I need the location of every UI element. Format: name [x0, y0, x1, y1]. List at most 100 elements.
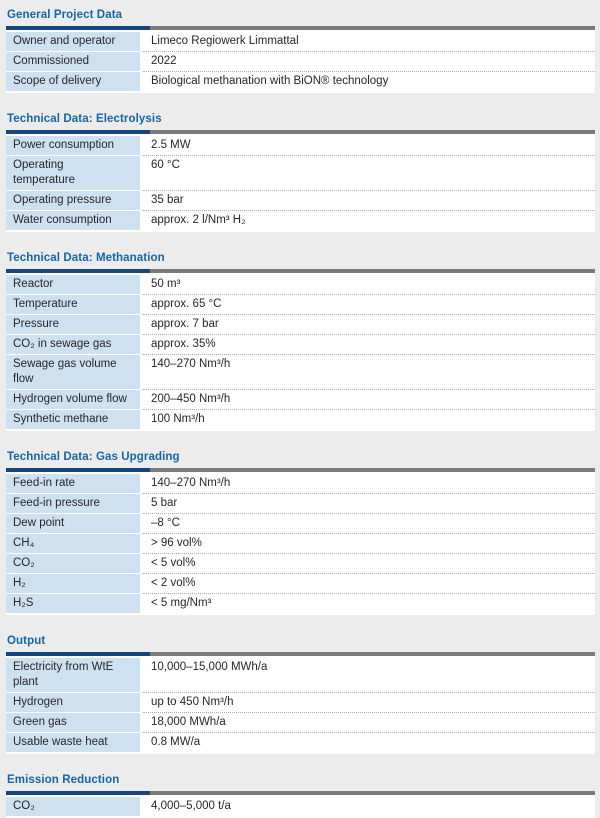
table-row: Feed-in rate 140–270 Nm³/h: [6, 474, 595, 494]
section-divider-bar: [6, 130, 595, 134]
row-value: < 2 vol%: [143, 574, 595, 594]
table-row: Power consumption 2.5 MW: [6, 136, 595, 156]
row-label: CO₂: [6, 554, 143, 574]
row-label: Hydrogen: [6, 693, 143, 713]
divider-navy-segment: [6, 791, 150, 795]
table-row: Scope of delivery Biological methanation…: [6, 72, 595, 91]
row-value: 60 °C: [143, 156, 595, 191]
row-label: Pressure: [6, 315, 143, 335]
row-value: approx. 2 l/Nm³ H₂: [151, 214, 246, 226]
data-table: Owner and operator Limeco Regiowerk Limm…: [6, 30, 595, 93]
row-value: < 5 vol%: [143, 554, 595, 574]
row-label: Operating temperature: [6, 156, 143, 191]
row-label: Feed-in rate: [6, 474, 143, 494]
section-divider-bar: [6, 652, 595, 656]
section-title: Technical Data: Methanation: [7, 252, 165, 264]
divider-gray-segment: [150, 26, 595, 30]
row-value: < 5 mg/Nm³: [151, 597, 212, 609]
row-value: 10,000–15,000 MWh/a: [143, 658, 595, 693]
table-row: CO₂ < 5 vol%: [6, 554, 595, 574]
table-row: Operating temperature 60 °C: [6, 156, 595, 191]
section-title: Emission Reduction: [7, 774, 120, 786]
data-table: Feed-in rate 140–270 Nm³/h Feed-in press…: [6, 472, 595, 615]
section-output: Output Electricity from WtE plant 10,000…: [6, 635, 595, 754]
data-table: Reactor 50 m³ Temperature approx. 65 °C …: [6, 273, 595, 431]
row-value: 2.5 MW: [143, 136, 595, 156]
divider-gray-segment: [150, 791, 595, 795]
row-label: Sewage gas volume flow: [6, 355, 143, 390]
section-title: Technical Data: Gas Upgrading: [7, 451, 180, 463]
row-value: > 96 vol%: [143, 534, 595, 554]
divider-navy-segment: [6, 652, 150, 656]
row-label: Feed-in pressure: [6, 494, 143, 514]
data-table: CO₂ 4,000–5,000 t/a: [6, 795, 595, 818]
divider-navy-segment: [6, 26, 150, 30]
row-label: Commissioned: [6, 52, 143, 72]
row-label: Dew point: [6, 514, 143, 534]
table-row: H₂S < 5 mg/Nm³: [6, 594, 595, 613]
row-value: approx. 7 bar: [143, 315, 595, 335]
row-label: Synthetic methane: [6, 410, 143, 429]
row-value: up to 450 Nm³/h: [143, 693, 595, 713]
row-value: 200–450 Nm³/h: [143, 390, 595, 410]
table-row: Temperature approx. 65 °C: [6, 295, 595, 315]
section-divider-bar: [6, 468, 595, 472]
row-value: 18,000 MWh/a: [143, 713, 595, 733]
row-label: Operating pressure: [6, 191, 143, 211]
table-row: Operating pressure 35 bar: [6, 191, 595, 211]
table-row: Water consumption approx. 2 l/Nm³ H₂: [6, 211, 595, 230]
table-row: CO₂ in sewage gas approx. 35%: [6, 335, 595, 355]
row-label: Temperature: [6, 295, 143, 315]
section-divider-bar: [6, 269, 595, 273]
section-technical-data-gas-upgrading: Technical Data: Gas Upgrading Feed-in ra…: [6, 451, 595, 615]
table-row: Sewage gas volume flow 140–270 Nm³/h: [6, 355, 595, 390]
row-label: Usable waste heat: [6, 733, 143, 752]
row-label: CH₄: [6, 534, 143, 554]
divider-gray-segment: [150, 269, 595, 273]
table-row: Reactor 50 m³: [6, 275, 595, 295]
table-row: Owner and operator Limeco Regiowerk Limm…: [6, 32, 595, 52]
table-row: Pressure approx. 7 bar: [6, 315, 595, 335]
row-label: Reactor: [6, 275, 143, 295]
divider-navy-segment: [6, 269, 150, 273]
divider-navy-segment: [6, 468, 150, 472]
table-row: Green gas 18,000 MWh/a: [6, 713, 595, 733]
table-row: CH₄ > 96 vol%: [6, 534, 595, 554]
row-value: Biological methanation with BiON® techno…: [151, 75, 389, 87]
section-title: Technical Data: Electrolysis: [7, 113, 162, 125]
section-technical-data-methanation: Technical Data: Methanation Reactor 50 m…: [6, 252, 595, 431]
row-value: 100 Nm³/h: [151, 413, 205, 425]
data-table: Power consumption 2.5 MW Operating tempe…: [6, 134, 595, 232]
section-title: General Project Data: [7, 9, 123, 21]
row-value: 140–270 Nm³/h: [143, 355, 595, 390]
row-value: 2022: [143, 52, 595, 72]
row-label: H₂: [6, 574, 143, 594]
section-general-project-data: General Project Data Owner and operator …: [6, 9, 595, 93]
row-value: 50 m³: [143, 275, 595, 295]
row-value: 140–270 Nm³/h: [143, 474, 595, 494]
table-row: Usable waste heat 0.8 MW/a: [6, 733, 595, 752]
row-value: 35 bar: [143, 191, 595, 211]
row-value: approx. 35%: [143, 335, 595, 355]
table-row: Hydrogen up to 450 Nm³/h: [6, 693, 595, 713]
row-value: –8 °C: [143, 514, 595, 534]
table-row: Feed-in pressure 5 bar: [6, 494, 595, 514]
section-emission-reduction: Emission Reduction CO₂ 4,000–5,000 t/a: [6, 774, 595, 818]
row-label: Electricity from WtE plant: [6, 658, 143, 693]
row-label: H₂S: [6, 594, 143, 613]
row-label: Scope of delivery: [6, 72, 143, 91]
divider-gray-segment: [150, 468, 595, 472]
row-label: Owner and operator: [6, 32, 143, 52]
table-row: H₂ < 2 vol%: [6, 574, 595, 594]
table-row: Hydrogen volume flow 200–450 Nm³/h: [6, 390, 595, 410]
row-label: Green gas: [6, 713, 143, 733]
section-title: Output: [7, 635, 46, 647]
row-label: Power consumption: [6, 136, 143, 156]
table-row: Electricity from WtE plant 10,000–15,000…: [6, 658, 595, 693]
data-table: Electricity from WtE plant 10,000–15,000…: [6, 656, 595, 754]
row-value: Limeco Regiowerk Limmattal: [143, 32, 595, 52]
section-divider-bar: [6, 26, 595, 30]
table-row: Dew point –8 °C: [6, 514, 595, 534]
divider-gray-segment: [150, 130, 595, 134]
